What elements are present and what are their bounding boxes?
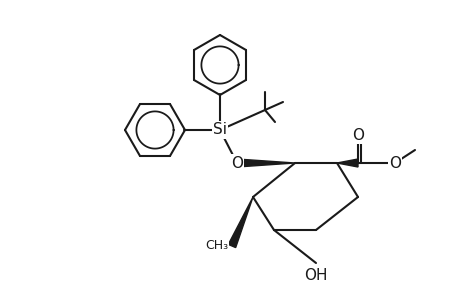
Text: OH: OH (303, 268, 327, 283)
Text: O: O (230, 155, 242, 170)
Text: Si: Si (213, 122, 226, 137)
Polygon shape (228, 197, 252, 248)
Text: O: O (351, 128, 363, 142)
Text: CH₃: CH₃ (204, 239, 228, 253)
Polygon shape (236, 159, 294, 167)
Text: O: O (388, 155, 400, 170)
Polygon shape (336, 159, 357, 167)
